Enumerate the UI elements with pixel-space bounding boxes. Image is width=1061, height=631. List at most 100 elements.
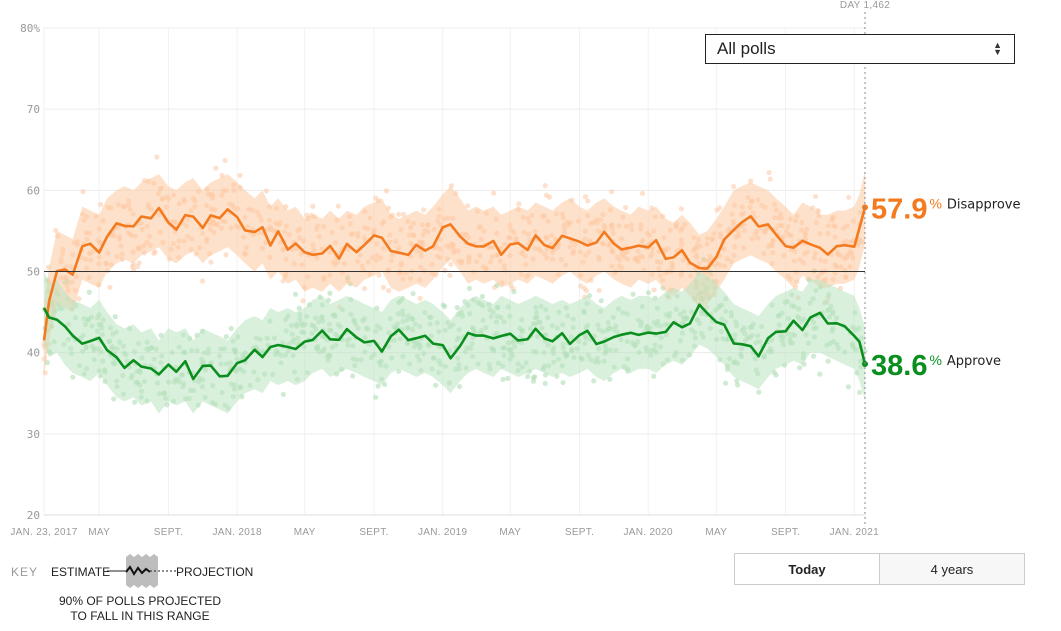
poll-dot xyxy=(223,252,229,258)
x-tick-label: MAY xyxy=(88,527,110,538)
poll-dot xyxy=(516,201,522,207)
axes: 20 30 40 50 60 70 80% JAN. 23, 2017 MAY SEPT. JAN.… xyxy=(10,0,890,538)
end-labels: 57.9% Disapprove 38.6% Approve xyxy=(871,193,1020,382)
poll-filter-select[interactable]: All polls ▲ ▼ xyxy=(705,34,1015,64)
poll-dot xyxy=(280,278,286,284)
poll-dot xyxy=(222,157,228,164)
x-tick-label: SEPT. xyxy=(771,527,800,538)
y-tick-label: 30 xyxy=(27,428,40,441)
poll-dot xyxy=(80,189,86,195)
poll-dot xyxy=(280,391,286,398)
y-tick-label: 70 xyxy=(27,103,40,116)
key-range-icon xyxy=(107,554,176,588)
disapprove-value-label: 57.9% Disapprove xyxy=(871,193,1020,225)
poll-dot xyxy=(748,178,754,184)
poll-dot xyxy=(810,353,817,359)
poll-dot xyxy=(543,192,550,198)
poll-dot xyxy=(410,290,416,297)
poll-dot xyxy=(396,368,402,374)
poll-dot xyxy=(542,183,548,189)
poll-dot xyxy=(581,285,587,291)
poll-dot xyxy=(639,190,646,196)
updown-arrows-icon: ▲ ▼ xyxy=(993,40,1002,57)
poll-dot xyxy=(456,383,463,390)
poll-dot xyxy=(151,250,157,256)
poll-dot xyxy=(845,384,852,390)
poll-dot xyxy=(714,207,720,213)
poll-dot xyxy=(447,272,453,279)
approve-band xyxy=(44,271,865,414)
poll-dot xyxy=(208,259,214,265)
poll-dot xyxy=(421,207,427,213)
poll-dot xyxy=(386,287,392,294)
key-label: KEY xyxy=(11,565,39,579)
poll-dot xyxy=(107,284,113,290)
toggle-4-years-button[interactable]: 4 years xyxy=(879,554,1024,584)
poll-dot xyxy=(383,188,390,194)
poll-dot xyxy=(154,154,160,160)
poll-dot xyxy=(296,305,302,311)
x-tick-label: MAY xyxy=(705,527,727,538)
poll-dot xyxy=(585,198,591,204)
poll-dot xyxy=(228,325,234,332)
poll-dot xyxy=(651,287,657,293)
disapprove-line xyxy=(42,206,867,341)
poll-dot xyxy=(70,374,76,380)
poll-dot xyxy=(396,211,402,218)
poll-dot xyxy=(630,291,636,297)
poll-dot xyxy=(591,378,597,384)
poll-dot xyxy=(304,212,310,218)
poll-dot xyxy=(607,376,613,382)
poll-dot xyxy=(812,193,819,200)
poll-dot xyxy=(651,373,657,379)
poll-dot xyxy=(442,267,448,274)
poll-dot xyxy=(598,298,604,304)
x-tick-label: JAN. 2020 xyxy=(624,527,674,538)
y-tick-label: 50 xyxy=(27,266,40,279)
time-range-toggle: Today 4 years xyxy=(734,553,1025,585)
y-tick-label: 80% xyxy=(20,22,40,35)
poll-dot xyxy=(609,189,615,195)
approve-value-label: 38.6% Approve xyxy=(871,350,1001,382)
poll-dot xyxy=(98,201,104,208)
poll-dot xyxy=(511,289,517,295)
poll-dot xyxy=(466,285,473,291)
x-tick-label: SEPT. xyxy=(565,527,594,538)
poll-dot xyxy=(622,204,629,211)
poll-dot xyxy=(797,365,803,371)
x-tick-label: JAN. 23, 2017 xyxy=(10,527,77,538)
poll-dot xyxy=(454,305,460,311)
poll-dot xyxy=(530,378,537,384)
poll-dot xyxy=(530,375,537,381)
poll-dot xyxy=(263,188,270,194)
poll-filter-value: All polls xyxy=(717,39,776,58)
poll-dot xyxy=(465,203,471,209)
x-tick-label: SEPT. xyxy=(359,527,388,538)
poll-dot xyxy=(200,278,206,284)
poll-dot xyxy=(734,382,741,388)
key-projection-label: PROJECTION xyxy=(176,565,254,579)
x-tick-label: JAN. 2018 xyxy=(212,527,262,538)
poll-dot xyxy=(111,396,117,402)
poll-dot xyxy=(817,371,823,377)
poll-dot xyxy=(373,394,379,400)
poll-dot xyxy=(645,290,652,296)
poll-dot xyxy=(846,194,852,200)
key-estimate-label: ESTIMATE xyxy=(51,565,111,579)
y-tick-label: 60 xyxy=(27,184,40,197)
poll-dot xyxy=(350,373,356,379)
poll-dot xyxy=(433,382,439,388)
poll-dot xyxy=(361,285,368,292)
poll-dot xyxy=(505,375,511,382)
key-range-caption: 90% OF POLLS PROJECTED TO FALL IN THIS R… xyxy=(58,594,222,623)
x-tick-label: SEPT. xyxy=(154,527,183,538)
poll-dot xyxy=(310,203,316,210)
toggle-today-button[interactable]: Today xyxy=(735,554,879,584)
poll-dot xyxy=(722,380,729,386)
x-tick-label: JAN. 2019 xyxy=(418,527,468,538)
poll-dot xyxy=(300,298,306,304)
poll-dot xyxy=(542,380,548,387)
poll-dot xyxy=(375,383,381,389)
x-tick-label: JAN. 2021 xyxy=(830,527,880,538)
disapprove-band xyxy=(44,170,865,377)
